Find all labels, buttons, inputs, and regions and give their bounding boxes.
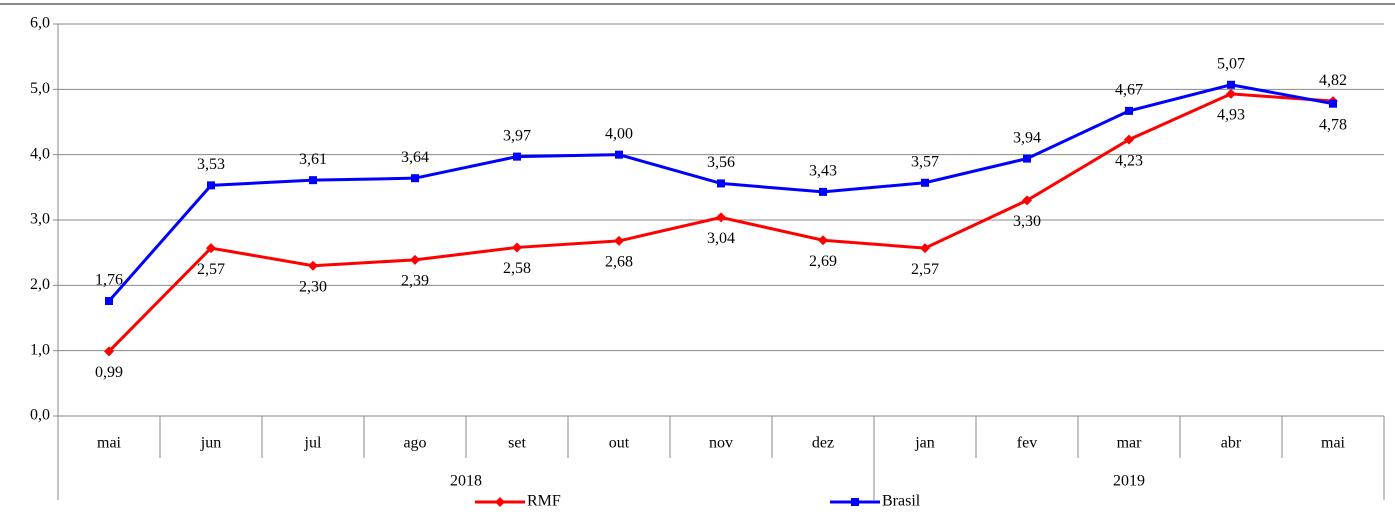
- marker: [512, 242, 522, 253]
- value-label: 4,23: [1115, 152, 1143, 169]
- value-label: 4,78: [1319, 116, 1347, 133]
- legend-marker: [495, 497, 505, 507]
- x-tick-label: ago: [403, 435, 426, 452]
- value-label: 3,97: [503, 127, 531, 144]
- legend-label: RMF: [527, 493, 561, 510]
- series-line: [107, 83, 1334, 303]
- y-tick-label: 2,0: [30, 276, 50, 293]
- marker: [1125, 106, 1133, 115]
- marker: [309, 176, 317, 185]
- marker: [1226, 88, 1236, 99]
- marker: [615, 150, 623, 159]
- value-label: 2,39: [401, 273, 429, 290]
- value-label: 4,00: [605, 125, 633, 142]
- x-tick-label: abr: [1221, 435, 1242, 452]
- marker: [410, 254, 420, 265]
- value-label: 3,94: [1013, 129, 1041, 146]
- marker: [513, 152, 521, 161]
- y-tick-label: 3,0: [30, 211, 50, 228]
- marker: [411, 174, 419, 183]
- value-label: 0,99: [95, 364, 123, 381]
- marker: [921, 178, 929, 187]
- value-label: 2,58: [503, 260, 531, 277]
- value-label: 5,07: [1217, 55, 1245, 72]
- marker: [104, 346, 114, 357]
- value-label: 2,57: [911, 261, 939, 278]
- value-label: 2,57: [197, 261, 225, 278]
- x-tick-label: dez: [812, 435, 834, 452]
- x-tick-label: mar: [1117, 435, 1143, 452]
- value-label: 3,30: [1013, 213, 1041, 230]
- marker: [1227, 80, 1235, 89]
- value-label: 3,04: [707, 230, 735, 247]
- marker: [717, 179, 725, 188]
- value-label: 3,56: [707, 154, 735, 171]
- x-tick-label: jun: [200, 435, 221, 452]
- value-label: 3,57: [911, 153, 939, 170]
- marker: [614, 235, 624, 246]
- marker: [1023, 154, 1031, 163]
- value-label: 1,76: [95, 272, 123, 289]
- x-tick-label: jul: [304, 435, 322, 452]
- year-label: 2018: [450, 473, 482, 490]
- value-label: 3,61: [299, 151, 327, 168]
- series-line: [107, 92, 1334, 353]
- marker: [1124, 134, 1134, 145]
- x-tick-label: nov: [709, 435, 733, 452]
- marker: [207, 181, 215, 190]
- value-label: 2,30: [299, 278, 327, 295]
- value-label: 2,68: [605, 254, 633, 271]
- legend-label: Brasil: [882, 493, 921, 510]
- x-tick-label: mai: [97, 435, 122, 452]
- x-tick-label: jan: [914, 435, 935, 452]
- value-label: 4,67: [1115, 82, 1143, 99]
- value-label: 4,82: [1319, 72, 1347, 89]
- marker: [818, 235, 828, 246]
- marker: [105, 297, 113, 306]
- value-label: 2,69: [809, 253, 837, 270]
- marker: [206, 243, 216, 254]
- y-tick-label: 1,0: [30, 341, 50, 358]
- y-tick-label: 0,0: [30, 407, 50, 424]
- year-label: 2019: [1113, 473, 1145, 490]
- x-tick-label: out: [609, 435, 630, 452]
- marker: [1022, 195, 1032, 206]
- marker: [1329, 99, 1337, 108]
- y-tick-label: 5,0: [30, 80, 50, 97]
- x-tick-label: set: [508, 435, 526, 452]
- marker: [308, 260, 318, 271]
- x-tick-label: mai: [1321, 435, 1346, 452]
- y-tick-label: 6,0: [30, 15, 50, 32]
- legend-marker: [851, 498, 859, 506]
- value-label: 4,93: [1217, 107, 1245, 124]
- value-label: 3,43: [809, 163, 837, 180]
- x-tick-label: fev: [1017, 435, 1037, 452]
- marker: [819, 187, 827, 196]
- marker: [920, 243, 930, 254]
- value-label: 3,64: [401, 149, 429, 166]
- marker: [716, 212, 726, 223]
- value-label: 3,53: [197, 156, 225, 173]
- y-tick-label: 4,0: [30, 145, 50, 162]
